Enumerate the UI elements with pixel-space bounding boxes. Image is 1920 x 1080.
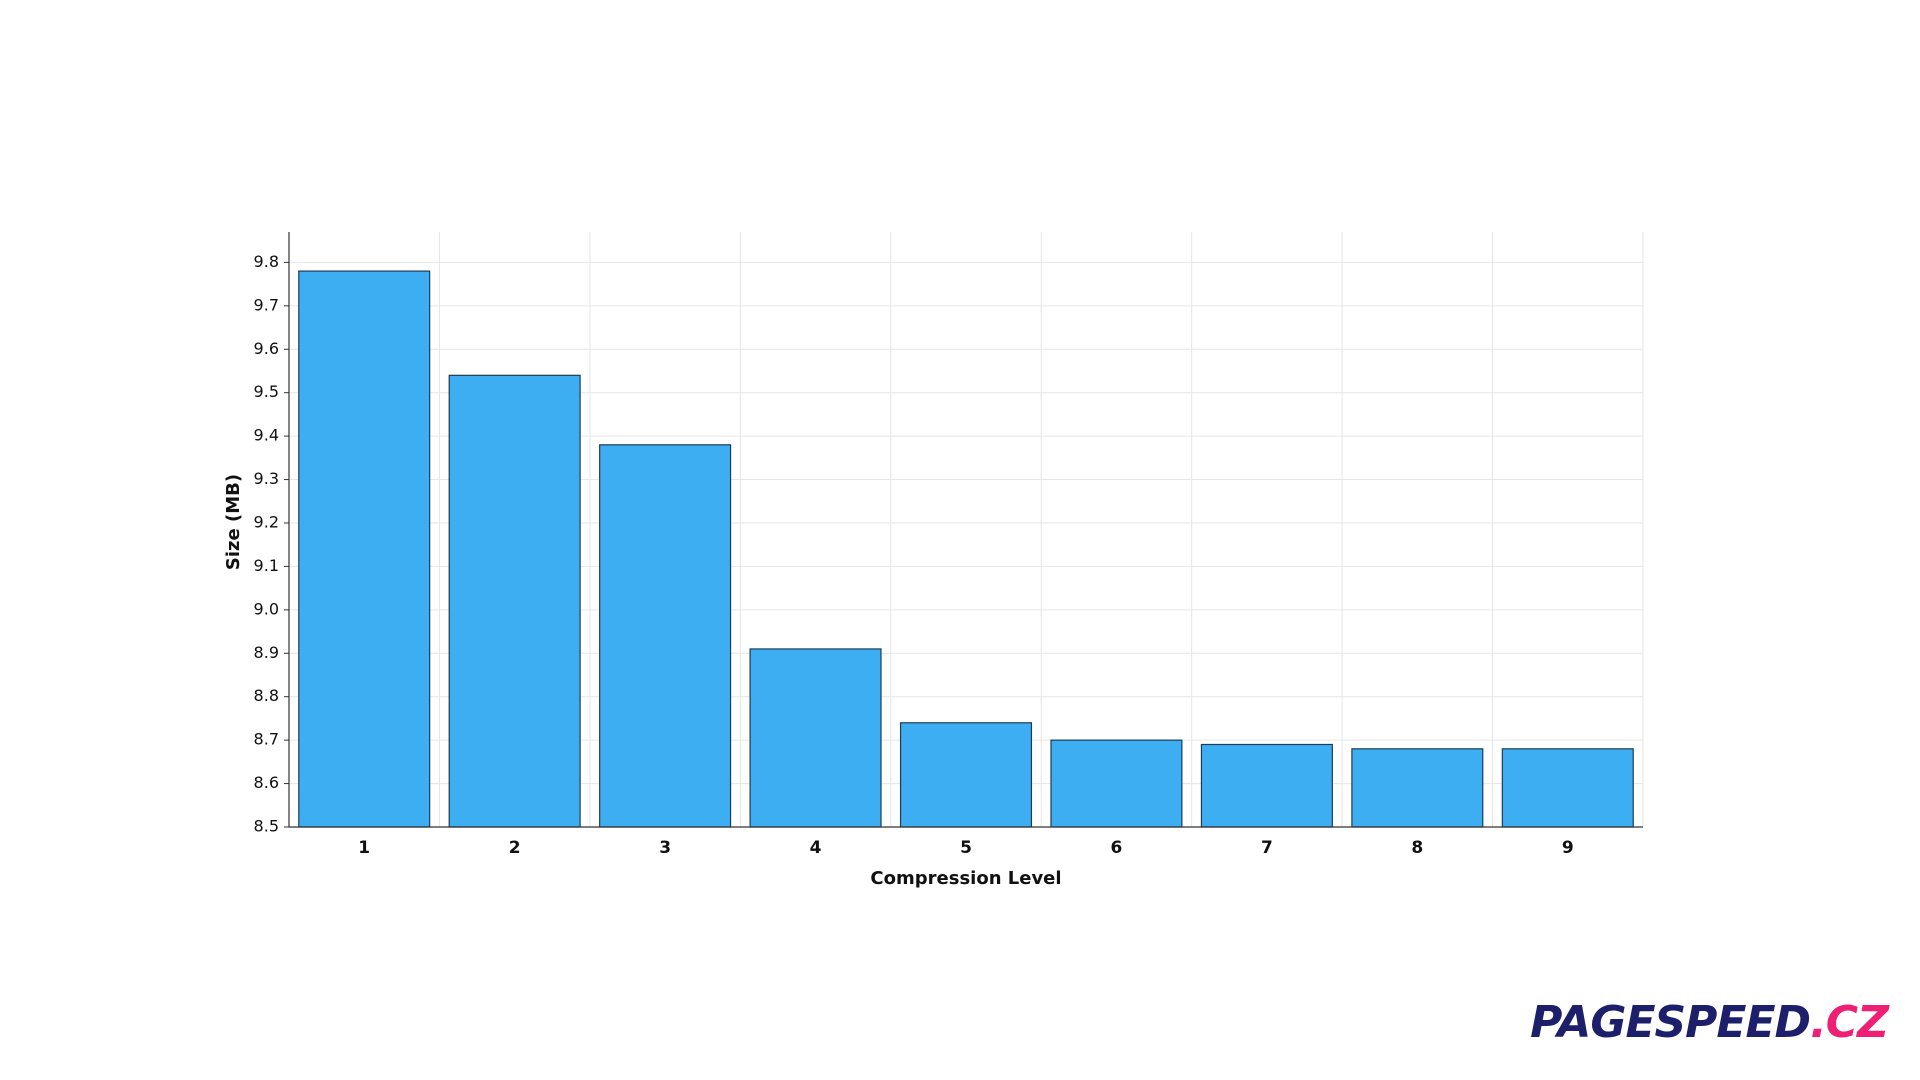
x-tick-label: 1 xyxy=(358,838,370,858)
y-tick-label: 9.3 xyxy=(254,469,279,488)
y-tick-label: 9.6 xyxy=(254,339,279,358)
x-tick-label: 4 xyxy=(810,838,822,858)
logo: PAGESPEED.CZ xyxy=(1530,997,1890,1048)
logo-name: PAGESPEED xyxy=(1530,997,1810,1048)
x-tick-label: 5 xyxy=(960,838,972,858)
y-axis-label: Size (MB) xyxy=(223,474,244,570)
y-tick-label: 9.8 xyxy=(254,252,279,271)
y-tick-label: 9.1 xyxy=(254,556,279,575)
y-tick-label: 8.9 xyxy=(254,643,279,662)
x-tick-label: 2 xyxy=(509,838,521,858)
bar xyxy=(448,374,581,828)
y-tick-label: 9.0 xyxy=(254,599,279,618)
bar xyxy=(1351,748,1484,828)
y-tick-label: 8.7 xyxy=(254,730,279,749)
x-tick-label: 3 xyxy=(659,838,671,858)
y-tick-label: 9.2 xyxy=(254,512,279,531)
x-tick-label: 9 xyxy=(1562,838,1574,858)
x-tick-label: 7 xyxy=(1261,838,1273,858)
y-tick-label: 8.5 xyxy=(254,817,279,836)
bar xyxy=(298,270,431,828)
y-tick-label: 8.8 xyxy=(254,686,279,705)
logo-suffix: .CZ xyxy=(1810,997,1890,1048)
x-tick-label: 8 xyxy=(1411,838,1423,858)
x-axis-label: Compression Level xyxy=(870,868,1061,889)
bar xyxy=(749,648,882,828)
bar xyxy=(1050,739,1183,828)
bar xyxy=(899,722,1033,828)
y-tick-label: 8.6 xyxy=(254,773,279,792)
y-tick-label: 9.7 xyxy=(254,295,279,314)
y-tick-label: 9.5 xyxy=(254,382,279,401)
bar xyxy=(599,444,732,828)
bar xyxy=(1501,748,1634,828)
y-tick-label: 9.4 xyxy=(254,426,279,445)
bar xyxy=(1200,743,1333,828)
x-tick-label: 6 xyxy=(1111,838,1123,858)
